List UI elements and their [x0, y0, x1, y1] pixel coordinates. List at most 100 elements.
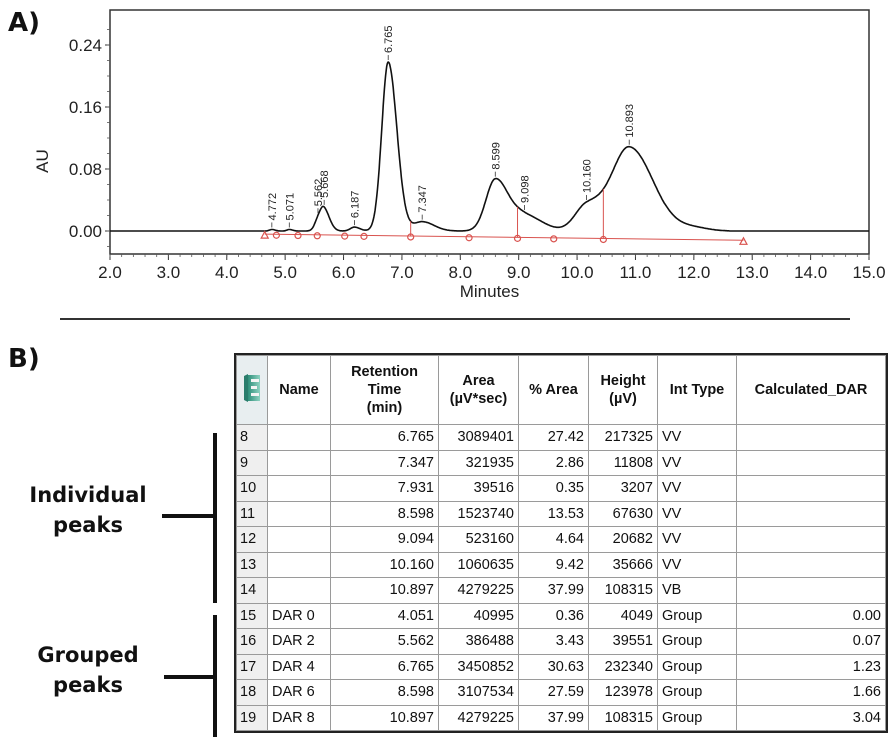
- valley-marker-icon: [465, 234, 473, 242]
- chromatogram-chart: 0.00 0.08 0.16 0.24 2.0 3.0 4.0 5.0 6.0 7.0 8.0 9.0…: [33, 9, 886, 301]
- cell-name: [267, 577, 331, 604]
- cell-calculated-dar: [736, 475, 886, 502]
- cell-pct-area: 27.42: [518, 424, 589, 451]
- valley-marker-icon: [272, 231, 280, 239]
- cell-area: 3107534: [438, 679, 519, 706]
- row-index: 9: [236, 449, 268, 476]
- cell-pct-area: 27.59: [518, 679, 589, 706]
- cell-retention-time: 10.897: [330, 577, 439, 604]
- cell-height: 108315: [588, 704, 658, 731]
- baseline-endpoint-icon: [260, 230, 270, 239]
- x-tick-label: 12.0: [677, 263, 710, 282]
- valley-marker-icon: [599, 235, 607, 244]
- cell-int-type: Group: [657, 679, 737, 706]
- peak-label: 10.160: [581, 159, 593, 193]
- valley-marker-icon: [313, 232, 321, 240]
- table-row[interactable]: 8 6.765 3089401 27.42 217325 VV: [236, 424, 886, 451]
- individual-bracket: [213, 433, 217, 603]
- cell-name: DAR 4: [267, 653, 331, 680]
- cell-calculated-dar: [736, 526, 886, 553]
- peak-label: 8.599: [490, 142, 502, 170]
- cell-calculated-dar: 1.23: [736, 653, 886, 680]
- table-row[interactable]: 11 8.598 1523740 13.53 67630 VV: [236, 500, 886, 527]
- panel-separator: [60, 318, 850, 320]
- cell-pct-area: 2.86: [518, 449, 589, 476]
- cell-height: 123978: [588, 679, 658, 706]
- cell-calculated-dar: 0.00: [736, 602, 886, 629]
- col-header-int-type[interactable]: Int Type: [657, 355, 737, 425]
- empower-e-icon: [244, 373, 260, 402]
- cell-name: DAR 8: [267, 704, 331, 731]
- x-tick-label: 5.0: [273, 263, 297, 282]
- cell-int-type: Group: [657, 653, 737, 680]
- table-row[interactable]: 19 DAR 8 10.897 4279225 37.99 108315 Group 3.04: [236, 704, 886, 731]
- cell-retention-time: 6.765: [330, 653, 439, 680]
- valley-marker-icon: [513, 234, 522, 242]
- cell-height: 67630: [588, 500, 658, 527]
- cell-area: 39516: [438, 475, 519, 502]
- table-row[interactable]: 14 10.897 4279225 37.99 108315 VB: [236, 577, 886, 604]
- table-row[interactable]: 10 7.931 39516 0.35 3207 VV: [236, 475, 886, 502]
- table-row[interactable]: 17 DAR 4 6.765 3450852 30.63 232340 Group 1.23: [236, 653, 886, 680]
- col-header-height[interactable]: Height (µV): [588, 355, 658, 425]
- cell-name: DAR 0: [267, 602, 331, 629]
- col-header-area[interactable]: Area (µV*sec): [438, 355, 519, 425]
- cell-height: 108315: [588, 577, 658, 604]
- valley-marker-icon: [341, 232, 349, 240]
- table-row[interactable]: 15 DAR 0 4.051 40995 0.36 4049 Group 0.00: [236, 602, 886, 629]
- col-header-pct-area[interactable]: % Area: [518, 355, 589, 425]
- cell-int-type: VB: [657, 577, 737, 604]
- cell-area: 386488: [438, 628, 519, 655]
- x-tick-label: 2.0: [98, 263, 122, 282]
- chromatogram-trace: [110, 61, 869, 232]
- x-tick-label: 14.0: [794, 263, 827, 282]
- cell-calculated-dar: [736, 449, 886, 476]
- table-header-row: Name Retention Time (min) Area (µV*sec) …: [236, 355, 886, 425]
- cell-name: [267, 449, 331, 476]
- cell-pct-area: 37.99: [518, 577, 589, 604]
- cell-pct-area: 3.43: [518, 628, 589, 655]
- table-row[interactable]: 13 10.160 1060635 9.42 35666 VV: [236, 551, 886, 578]
- table-row[interactable]: 18 DAR 6 8.598 3107534 27.59 123978 Group 1.66: [236, 679, 886, 706]
- y-tick-label: 0.00: [69, 222, 102, 241]
- cell-retention-time: 9.094: [330, 526, 439, 553]
- col-header-retention-time[interactable]: Retention Time (min): [330, 355, 439, 425]
- table-row[interactable]: 12 9.094 523160 4.64 20682 VV: [236, 526, 886, 553]
- table-row[interactable]: 9 7.347 321935 2.86 11808 VV: [236, 449, 886, 476]
- cell-retention-time: 8.598: [330, 500, 439, 527]
- col-header-name[interactable]: Name: [267, 355, 331, 425]
- peak-label: 6.187: [349, 191, 361, 219]
- col-header-calculated-dar[interactable]: Calculated_DAR: [736, 355, 886, 425]
- cell-int-type: VV: [657, 500, 737, 527]
- cell-height: 39551: [588, 628, 658, 655]
- cell-height: 35666: [588, 551, 658, 578]
- cell-pct-area: 4.64: [518, 526, 589, 553]
- cell-int-type: Group: [657, 704, 737, 731]
- cell-name: [267, 475, 331, 502]
- cell-area: 4279225: [438, 577, 519, 604]
- row-index: 14: [236, 577, 268, 604]
- individual-peaks-label: Individual peaks: [29, 483, 147, 537]
- x-axis-label: Minutes: [460, 282, 520, 301]
- cell-height: 20682: [588, 526, 658, 553]
- table-body: 8 6.765 3089401 27.42 217325 VV 9 7.347 321935 2.…: [236, 424, 886, 731]
- cell-area: 321935: [438, 449, 519, 476]
- cell-pct-area: 0.35: [518, 475, 589, 502]
- valley-marker-icon: [360, 232, 368, 240]
- cell-retention-time: 10.160: [330, 551, 439, 578]
- table-row[interactable]: 16 DAR 2 5.562 386488 3.43 39551 Group 0.07: [236, 628, 886, 655]
- cell-retention-time: 7.347: [330, 449, 439, 476]
- cell-height: 232340: [588, 653, 658, 680]
- x-tick-label: 3.0: [157, 263, 181, 282]
- cell-int-type: VV: [657, 551, 737, 578]
- cell-pct-area: 9.42: [518, 551, 589, 578]
- peak-label: 4.772: [267, 193, 279, 221]
- cell-calculated-dar: [736, 500, 886, 527]
- cell-name: DAR 6: [267, 679, 331, 706]
- cell-name: [267, 551, 331, 578]
- cell-pct-area: 37.99: [518, 704, 589, 731]
- individual-bracket-tick: [162, 514, 215, 518]
- row-index: 8: [236, 424, 268, 451]
- x-tick-label: 7.0: [390, 263, 414, 282]
- x-tick-label: 15.0: [852, 263, 885, 282]
